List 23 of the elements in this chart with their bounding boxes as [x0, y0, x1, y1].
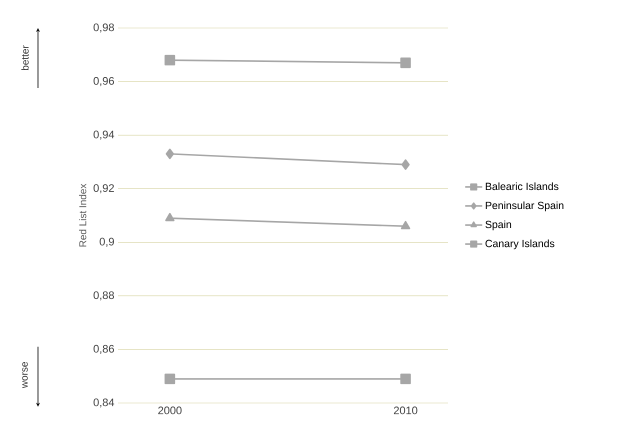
y-tick-label: 0,84 [94, 398, 114, 408]
x-tick-label: 2010 [394, 406, 418, 414]
legend-label: Peninsular Spain [486, 201, 564, 212]
y-tick-label: 0,9 [100, 238, 114, 247]
point [164, 374, 176, 384]
point [400, 58, 411, 68]
legend-label: Balearic Islands [486, 182, 558, 190]
y-tick-label: 0,98 [94, 23, 114, 33]
point [164, 54, 176, 66]
y-tick-label: 0,88 [94, 291, 114, 300]
y-axis-title: Red List Index [78, 184, 86, 247]
y-tick-label: 0,94 [94, 130, 114, 140]
x-tick-label: 2000 [158, 406, 182, 414]
point [166, 148, 174, 160]
text: worse [22, 362, 28, 388]
point [401, 159, 410, 170]
text: better [21, 45, 29, 70]
y-tick-label: 0,92 [94, 184, 114, 194]
y-tick-label: 0,86 [94, 344, 114, 354]
point [400, 374, 411, 384]
legend-label: Spain [485, 220, 512, 230]
y-tick-label: 0,96 [94, 77, 114, 86]
legend-label: Canary Islands [486, 240, 554, 250]
